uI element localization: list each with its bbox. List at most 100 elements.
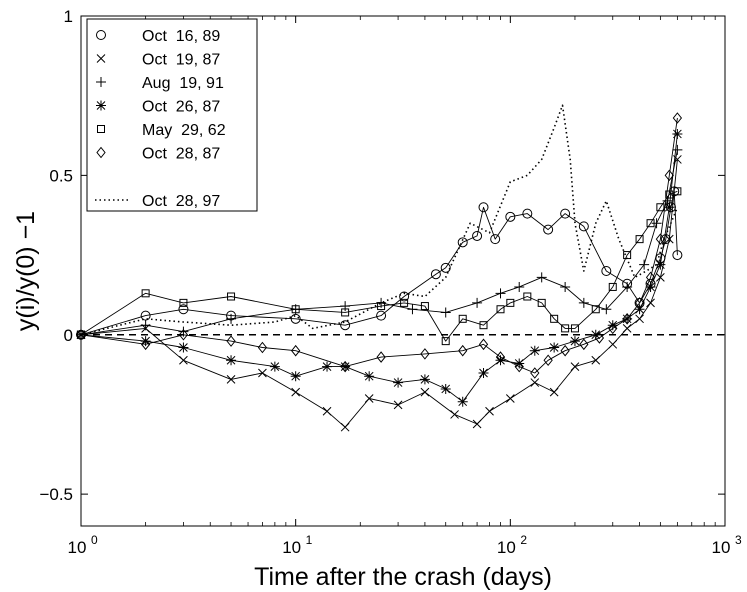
legend-item-oct-28-97: Oct 28, 97 bbox=[95, 193, 220, 210]
series-line-oct-28-87 bbox=[80, 117, 678, 374]
data-point-aug-19-91 bbox=[651, 218, 662, 229]
data-point-oct-19-87 bbox=[393, 400, 403, 410]
legend-label-oct-16-89: Oct 16, 89 bbox=[142, 28, 220, 45]
legend-label-aug-19-91: Aug 19, 91 bbox=[142, 75, 224, 92]
data-point-oct-28-87 bbox=[458, 344, 468, 357]
data-point-may-29-62 bbox=[291, 305, 300, 314]
legend-item-oct-16-89: Oct 16, 89 bbox=[96, 28, 220, 45]
y-tick-label: 0.5 bbox=[49, 166, 73, 185]
data-point-oct-28-87 bbox=[672, 112, 683, 124]
legend-label-oct-26-87: Oct 26, 87 bbox=[142, 99, 220, 116]
data-point-oct-19-87 bbox=[364, 394, 374, 403]
data-point-may-29-62 bbox=[550, 314, 559, 323]
data-point-oct-28-87 bbox=[664, 169, 674, 182]
legend-marker-oct-28-87 bbox=[96, 146, 106, 159]
data-point-may-29-62 bbox=[561, 324, 570, 333]
data-point-oct-19-87 bbox=[420, 387, 430, 397]
data-point-aug-19-91 bbox=[536, 272, 547, 283]
data-point-may-29-62 bbox=[635, 235, 644, 244]
data-point-oct-16-89 bbox=[140, 310, 151, 321]
data-point-oct-19-87 bbox=[664, 234, 674, 244]
data-point-may-29-62 bbox=[608, 282, 617, 291]
x-tick-label-exponent: 2 bbox=[520, 533, 527, 547]
data-point-oct-26-87 bbox=[364, 371, 375, 382]
data-point-may-29-62 bbox=[441, 337, 450, 346]
data-point-oct-16-89 bbox=[490, 234, 501, 245]
data-point-oct-16-89 bbox=[672, 250, 683, 261]
x-tick-label-exponent: 3 bbox=[735, 533, 742, 547]
series-line-oct-16-89 bbox=[80, 190, 678, 336]
legend-item-may-29-62: May 29, 62 bbox=[97, 122, 226, 139]
data-point-oct-19-87 bbox=[505, 394, 515, 403]
data-point-oct-19-87 bbox=[656, 273, 665, 282]
data-point-oct-19-87 bbox=[549, 387, 559, 397]
data-point-oct-16-89 bbox=[340, 320, 351, 331]
legend-label-oct-19-87: Oct 19, 87 bbox=[142, 52, 220, 69]
data-point-oct-26-87 bbox=[322, 361, 333, 372]
data-point-oct-16-89 bbox=[478, 202, 489, 213]
data-point-oct-19-87 bbox=[322, 406, 332, 416]
data-point-oct-26-87 bbox=[457, 396, 468, 407]
y-tick-label: 1 bbox=[64, 7, 73, 26]
data-point-oct-28-87 bbox=[530, 367, 540, 379]
series-line-may-29-62 bbox=[80, 190, 678, 342]
data-point-oct-16-89 bbox=[440, 262, 451, 273]
data-point-oct-28-87 bbox=[478, 338, 489, 351]
data-point-oct-28-87 bbox=[560, 344, 570, 357]
legend-label-may-29-62: May 29, 62 bbox=[142, 122, 226, 139]
data-point-oct-26-87 bbox=[140, 336, 151, 347]
data-point-oct-28-87 bbox=[579, 338, 589, 351]
data-point-oct-28-87 bbox=[420, 348, 430, 360]
data-point-oct-28-87 bbox=[622, 313, 632, 325]
x-tick-label: 10 bbox=[712, 538, 731, 557]
data-point-aug-19-91 bbox=[440, 307, 451, 318]
data-point-oct-26-87 bbox=[178, 342, 189, 353]
legend-marker-aug-19-91 bbox=[96, 77, 106, 87]
x-tick-label: 10 bbox=[282, 538, 301, 557]
data-point-oct-28-87 bbox=[140, 338, 151, 351]
data-point-oct-28-87 bbox=[634, 297, 645, 309]
data-point-oct-19-87 bbox=[179, 355, 188, 365]
y-tick-label: −0.5 bbox=[39, 485, 73, 504]
data-point-oct-28-87 bbox=[594, 332, 605, 344]
data-point-oct-19-87 bbox=[472, 419, 482, 429]
data-point-oct-19-87 bbox=[570, 362, 580, 371]
data-point-oct-19-87 bbox=[226, 375, 236, 384]
data-point-oct-19-87 bbox=[608, 339, 618, 349]
data-point-oct-19-87 bbox=[530, 378, 540, 387]
data-point-oct-26-87 bbox=[495, 355, 506, 366]
legend-marker-may-29-62 bbox=[97, 125, 105, 133]
data-point-oct-19-87 bbox=[485, 406, 494, 416]
data-point-oct-16-89 bbox=[290, 313, 301, 324]
data-point-oct-26-87 bbox=[514, 358, 525, 369]
data-point-oct-28-87 bbox=[645, 271, 656, 284]
data-point-oct-26-87 bbox=[290, 371, 301, 382]
data-point-may-29-62 bbox=[141, 289, 150, 298]
data-point-may-29-62 bbox=[570, 324, 579, 333]
x-tick-label: 10 bbox=[497, 538, 516, 557]
data-point-aug-19-91 bbox=[578, 297, 589, 308]
data-point-oct-26-87 bbox=[569, 336, 580, 347]
data-point-may-29-62 bbox=[458, 314, 467, 323]
data-point-oct-19-87 bbox=[291, 387, 301, 397]
data-point-may-29-62 bbox=[523, 292, 532, 301]
data-point-may-29-62 bbox=[673, 187, 682, 196]
data-point-oct-16-89 bbox=[430, 269, 441, 280]
data-point-oct-26-87 bbox=[440, 383, 451, 394]
legend-label-oct-28-87: Oct 28, 87 bbox=[142, 146, 220, 163]
data-point-may-29-62 bbox=[496, 305, 505, 314]
legend-box bbox=[86, 18, 258, 212]
y-tick-label: 0 bbox=[64, 326, 73, 345]
data-point-oct-28-87 bbox=[340, 360, 350, 373]
data-point-oct-26-87 bbox=[419, 374, 430, 385]
data-point-oct-16-89 bbox=[178, 304, 189, 315]
data-point-aug-19-91 bbox=[514, 281, 525, 292]
data-point-oct-26-87 bbox=[607, 320, 618, 331]
x-axis-label: Time after the crash (days) bbox=[254, 563, 552, 591]
data-point-may-29-62 bbox=[420, 302, 429, 311]
data-point-oct-26-87 bbox=[645, 281, 656, 292]
data-point-oct-28-87 bbox=[376, 351, 386, 363]
x-tick-label: 10 bbox=[68, 538, 87, 557]
data-point-aug-19-91 bbox=[672, 144, 683, 155]
